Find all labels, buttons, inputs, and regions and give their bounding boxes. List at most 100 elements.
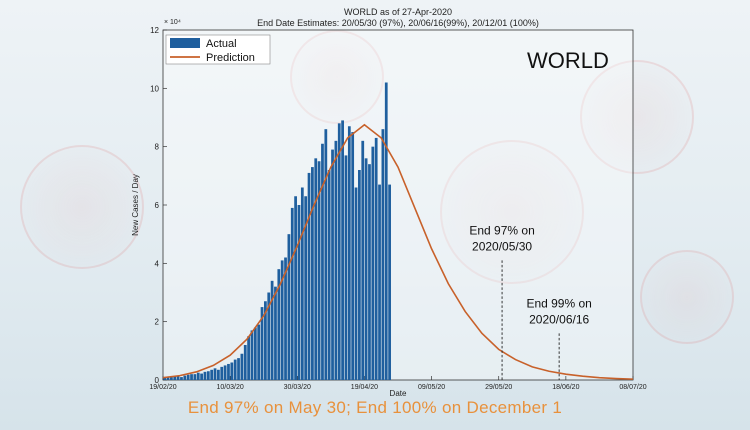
bar-actual <box>284 257 287 380</box>
bar-actual <box>358 170 361 380</box>
region-label: WORLD <box>527 48 609 73</box>
bar-actual <box>277 269 281 380</box>
bar-actual <box>307 172 311 380</box>
bar-actual <box>364 158 368 380</box>
bar-actual <box>297 205 301 380</box>
footer-caption: End 97% on May 30; End 100% on December … <box>187 398 563 417</box>
bar-actual <box>341 120 344 381</box>
bar-actual <box>206 371 210 380</box>
y-tick-label: 10 <box>150 84 159 93</box>
virus-decoration <box>20 145 144 269</box>
bar-actual <box>264 301 267 380</box>
y-tick-label: 4 <box>155 259 160 268</box>
virus-decoration <box>640 250 734 344</box>
x-tick-label: 19/02/20 <box>149 384 176 391</box>
bar-actual <box>314 158 318 380</box>
bar-actual <box>237 358 240 380</box>
bar-actual <box>378 184 381 380</box>
x-tick-label: 18/06/20 <box>552 384 579 391</box>
bar-actual <box>274 286 277 380</box>
virus-decoration <box>580 60 694 174</box>
bar-actual <box>210 369 214 380</box>
annotation-label: End 97% on <box>469 223 534 237</box>
x-axis-label: Date <box>390 389 407 398</box>
y-tick-label: 0 <box>155 376 160 385</box>
bar-actual <box>163 377 167 380</box>
y-tick-label: 12 <box>150 26 159 35</box>
chart-subtitle: End Date Estimates: 20/05/30 (97%), 20/0… <box>257 18 539 28</box>
legend-label-actual: Actual <box>206 38 237 50</box>
bar-actual <box>260 307 264 380</box>
bar-actual <box>250 330 254 380</box>
bar-actual <box>300 187 304 380</box>
bar-actual <box>361 140 365 380</box>
plot-area <box>162 29 634 381</box>
legend-label-prediction: Prediction <box>206 52 255 64</box>
bar-actual <box>176 376 180 380</box>
y-tick-label: 6 <box>155 201 160 210</box>
bar-actual <box>243 345 247 380</box>
bar-actual <box>267 292 271 380</box>
y-tick-label: 2 <box>155 318 160 327</box>
bar-actual <box>347 126 351 380</box>
bar-actual <box>290 207 294 380</box>
bar-actual <box>213 368 217 380</box>
bar-actual <box>371 146 375 380</box>
bar-actual <box>230 362 234 380</box>
bar-actual <box>344 155 348 380</box>
chart: WORLD as of 27-Apr-2020 End Date Estimat… <box>131 7 647 398</box>
bar-actual <box>180 377 183 380</box>
bar-actual <box>227 363 230 380</box>
annotation-label: 2020/05/30 <box>472 239 532 253</box>
x-tick-label: 29/05/20 <box>485 384 512 391</box>
y-axis-label: New Cases / Day <box>131 174 140 236</box>
bar-actual <box>220 366 224 380</box>
virus-decoration <box>440 140 584 284</box>
bar-actual <box>304 196 308 380</box>
bar-actual <box>183 375 187 380</box>
bar-actual <box>351 132 355 380</box>
bar-actual <box>311 167 314 380</box>
x-tick-label: 30/03/20 <box>284 384 311 391</box>
bar-actual <box>388 184 391 380</box>
bar-actual <box>368 164 371 380</box>
bar-actual <box>247 336 250 380</box>
bar-actual <box>196 372 200 380</box>
annotation-label: End 99% on <box>526 296 591 310</box>
bar-actual <box>381 129 385 380</box>
bar-actual <box>384 82 388 380</box>
bar-actual <box>331 149 334 380</box>
bar-actual <box>317 161 321 380</box>
bar-actual <box>354 187 358 380</box>
bar-actual <box>321 143 324 380</box>
bar-actual <box>324 129 328 380</box>
bar-actual <box>217 369 220 380</box>
bar-actual <box>233 359 237 380</box>
bar-actual <box>186 374 190 380</box>
bar-actual <box>170 377 173 380</box>
x-tick-label: 08/07/20 <box>619 384 646 391</box>
bar-actual <box>270 280 274 380</box>
bar-actual <box>337 123 341 380</box>
legend-swatch-actual <box>170 38 200 48</box>
bar-actual <box>193 374 197 380</box>
bar-actual <box>200 373 203 380</box>
bar-actual <box>173 376 177 380</box>
x-tick-label: 09/05/20 <box>418 384 445 391</box>
bar-actual <box>203 371 207 380</box>
x-tick-label: 10/03/20 <box>217 384 244 391</box>
bar-actual <box>190 374 193 380</box>
bar-actual <box>166 377 170 380</box>
bar-actual <box>374 137 378 380</box>
bar-actual <box>253 327 257 380</box>
x-tick-label: 19/04/20 <box>351 384 378 391</box>
bar-actual <box>223 365 227 380</box>
bar-actual <box>280 260 284 380</box>
bar-actual <box>287 234 291 380</box>
bar-actual <box>240 353 244 380</box>
y-exponent-label: × 10⁴ <box>164 19 181 26</box>
virus-decoration <box>290 30 384 124</box>
bar-actual <box>334 140 338 380</box>
y-tick-label: 8 <box>155 143 160 152</box>
prediction-line <box>162 123 634 380</box>
